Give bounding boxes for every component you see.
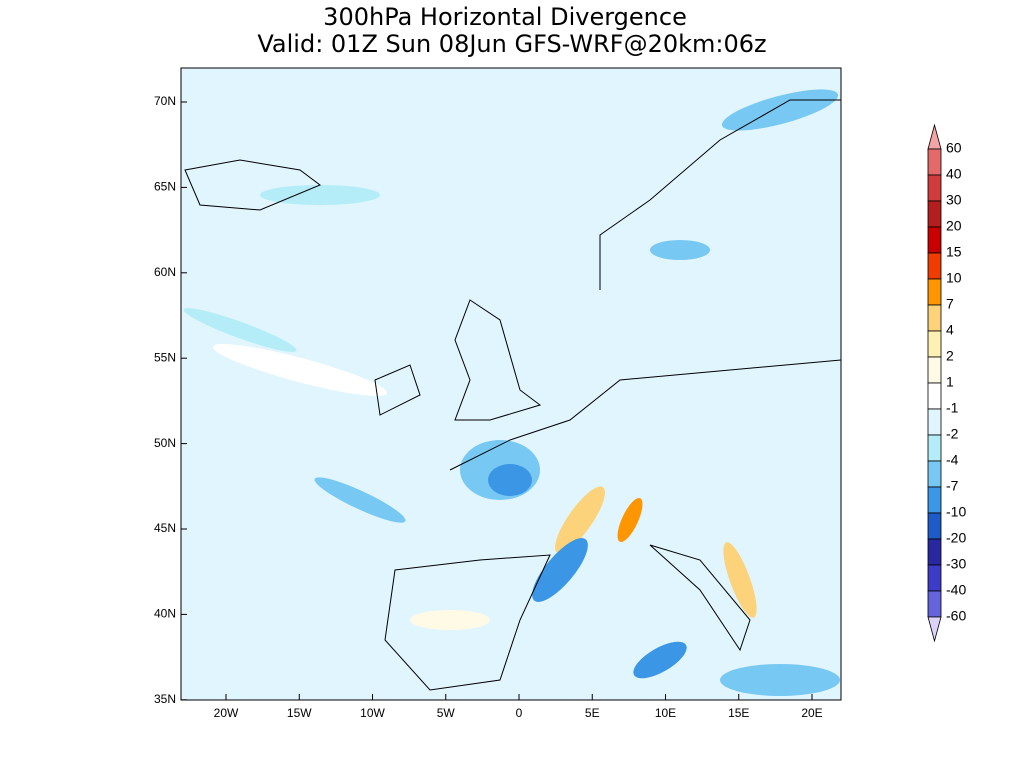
colorbar-box — [927, 434, 942, 462]
colorbar-box — [927, 590, 942, 618]
colorbar-label: 2 — [946, 348, 954, 364]
lat-label: 35N — [154, 692, 176, 706]
colorbar-box — [927, 460, 942, 488]
lon-label: 20W — [214, 706, 239, 720]
colorbar-box — [927, 252, 942, 280]
field — [183, 89, 841, 696]
colorbar-box — [927, 330, 942, 358]
colorbar-box — [927, 226, 942, 254]
colorbar-box — [927, 304, 942, 332]
colorbar-top — [927, 123, 942, 150]
map — [180, 67, 842, 701]
colorbar-label: 30 — [946, 192, 962, 208]
lat-label: 65N — [154, 180, 176, 194]
colorbar-label: 15 — [946, 244, 962, 260]
lat-label: 40N — [154, 607, 176, 621]
lon-label: 15W — [287, 706, 312, 720]
colorbar-label: -30 — [946, 556, 966, 572]
colorbar-label: -20 — [946, 530, 966, 546]
lat-label: 60N — [154, 265, 176, 279]
lon-label: 10E — [655, 706, 676, 720]
colorbar-label: 20 — [946, 218, 962, 234]
colorbar-box — [927, 278, 942, 306]
colorbar-bottom — [927, 616, 942, 643]
lat-label: 50N — [154, 436, 176, 450]
colorbar-box — [927, 174, 942, 202]
colorbar-box — [927, 512, 942, 540]
subtitle: Valid: 01Z Sun 08Jun GFS-WRF@20km:06z — [257, 30, 766, 58]
colorbar-box — [927, 382, 942, 410]
colorbar-box — [927, 148, 942, 176]
lon-label: 10W — [360, 706, 385, 720]
colorbar-label: -2 — [946, 426, 959, 442]
colorbar-label: -40 — [946, 582, 966, 598]
colorbar-box — [927, 356, 942, 384]
lat-label: 55N — [154, 350, 176, 364]
colorbar-label: 4 — [946, 322, 954, 338]
colorbar-label: -4 — [946, 452, 959, 468]
lon-label: 5W — [437, 706, 456, 720]
colorbar-label: 10 — [946, 270, 962, 286]
title: 300hPa Horizontal Divergence — [323, 3, 687, 31]
colorbar-box — [927, 564, 942, 592]
map-background — [181, 68, 841, 700]
colorbar-box — [927, 486, 942, 514]
colorbar-box — [927, 200, 942, 228]
lon-label: 15E — [728, 706, 749, 720]
colorbar-label: -1 — [946, 400, 959, 416]
lat-label: 70N — [154, 94, 176, 108]
colorbar-label: 40 — [946, 166, 962, 182]
lon-label: 0 — [516, 706, 523, 720]
colorbar-label: 60 — [946, 140, 962, 156]
colorbar-label: -10 — [946, 504, 966, 520]
lon-label: 5E — [585, 706, 600, 720]
colorbar-label: -7 — [946, 478, 959, 494]
lon-label: 20E — [801, 706, 822, 720]
colorbar-label: -60 — [946, 608, 966, 624]
colorbar-label: 7 — [946, 296, 954, 312]
colorbar-label: 1 — [946, 374, 954, 390]
colorbar-box — [927, 538, 942, 566]
colorbar-box — [927, 408, 942, 436]
lat-label: 45N — [154, 521, 176, 535]
map-frame — [180, 67, 842, 701]
